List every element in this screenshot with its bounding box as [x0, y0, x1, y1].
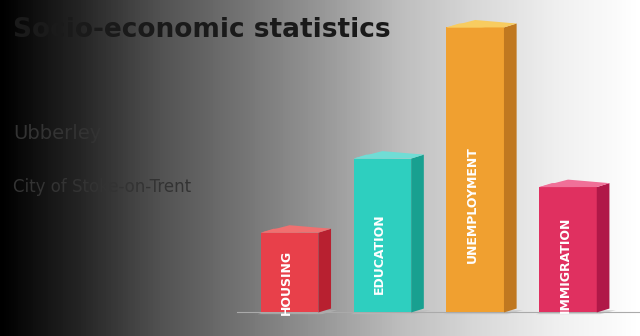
- Polygon shape: [504, 24, 516, 312]
- Polygon shape: [261, 225, 331, 233]
- Polygon shape: [540, 180, 609, 187]
- Polygon shape: [596, 183, 609, 312]
- Text: Ubberley: Ubberley: [13, 124, 101, 143]
- Polygon shape: [447, 20, 516, 28]
- Polygon shape: [354, 151, 424, 159]
- Polygon shape: [354, 159, 411, 312]
- Polygon shape: [318, 229, 331, 312]
- Polygon shape: [447, 28, 504, 312]
- Polygon shape: [354, 155, 424, 159]
- Polygon shape: [261, 233, 318, 312]
- Text: HOUSING: HOUSING: [280, 250, 293, 315]
- Polygon shape: [258, 310, 337, 314]
- Text: EDUCATION: EDUCATION: [373, 214, 386, 294]
- Text: IMMIGRATION: IMMIGRATION: [559, 217, 572, 313]
- Polygon shape: [536, 310, 616, 314]
- Polygon shape: [444, 310, 523, 314]
- Polygon shape: [447, 24, 516, 28]
- Polygon shape: [351, 310, 430, 314]
- Polygon shape: [540, 187, 596, 312]
- Text: City of Stoke-on-Trent: City of Stoke-on-Trent: [13, 178, 191, 196]
- Text: UNEMPLOYMENT: UNEMPLOYMENT: [466, 146, 479, 263]
- Polygon shape: [540, 183, 609, 187]
- Text: Socio-economic statistics: Socio-economic statistics: [13, 17, 390, 43]
- Polygon shape: [261, 229, 331, 233]
- Polygon shape: [411, 155, 424, 312]
